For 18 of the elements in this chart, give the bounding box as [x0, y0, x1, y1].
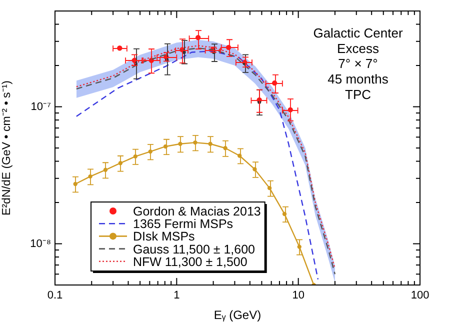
annotation: 7° × 7°	[338, 56, 378, 72]
annotation: Galactic Center	[313, 26, 404, 41]
annotation: Excess	[337, 40, 380, 56]
x-axis-title: Eᵧ (GeV)	[214, 308, 262, 322]
legend-label: 1365 Fermi MSPs	[133, 217, 234, 232]
annotation: TPC	[345, 86, 371, 102]
legend-label: Gauss 11,500 ± 1,600	[133, 242, 256, 256]
legend-label: Gordon & Macias 2013	[133, 204, 261, 218]
y-axis-title: E²dN/dE (GeV • cm⁻² • s⁻¹)	[1, 80, 14, 216]
x-tick-label: 100	[410, 290, 430, 302]
legend-label: DIsk MSPs	[133, 230, 195, 244]
annotation: 45 months	[328, 71, 389, 86]
legend-label: NFW 11,300 ± 1,500	[133, 254, 248, 269]
x-tick-label: 10	[292, 290, 304, 302]
y-tick-label: 10⁻⁷	[30, 100, 52, 113]
x-tick-label: 1	[174, 290, 180, 302]
y-tick-label: 10⁻⁸	[30, 238, 51, 250]
x-tick-label: 0.1	[47, 290, 63, 302]
